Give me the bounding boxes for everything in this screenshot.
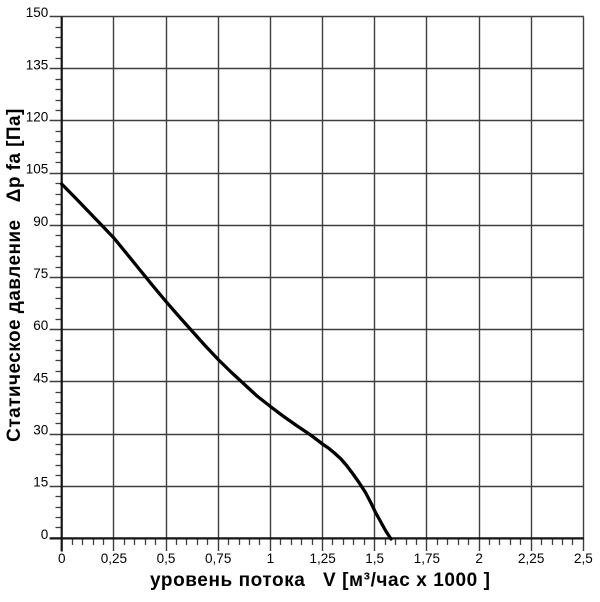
svg-text:105: 105: [26, 162, 49, 177]
svg-text:30: 30: [33, 423, 48, 438]
svg-text:1,5: 1,5: [365, 551, 384, 566]
svg-text:2,5: 2,5: [574, 551, 593, 566]
svg-text:2: 2: [475, 551, 483, 566]
svg-text:60: 60: [33, 318, 48, 333]
svg-text:45: 45: [33, 370, 48, 385]
svg-text:150: 150: [26, 5, 49, 20]
svg-text:120: 120: [26, 110, 49, 125]
svg-text:135: 135: [26, 57, 49, 72]
svg-text:0: 0: [58, 551, 66, 566]
svg-text:0,5: 0,5: [157, 551, 176, 566]
svg-text:1: 1: [267, 551, 275, 566]
svg-text:15: 15: [33, 475, 48, 490]
svg-text:0,25: 0,25: [101, 551, 127, 566]
svg-text:уровень потока V [м³/час х 1: уровень потока V [м³/час х 1000 ]: [150, 570, 491, 591]
svg-text:75: 75: [33, 266, 48, 281]
svg-text:0,75: 0,75: [205, 551, 231, 566]
svg-text:2,25: 2,25: [518, 551, 544, 566]
svg-text:1,75: 1,75: [414, 551, 440, 566]
svg-text:1,25: 1,25: [309, 551, 335, 566]
svg-text:Статическое давление Δp fa [: Статическое давление Δp fa [Па]: [4, 108, 25, 442]
svg-text:90: 90: [33, 214, 48, 229]
svg-text:0: 0: [41, 527, 49, 542]
